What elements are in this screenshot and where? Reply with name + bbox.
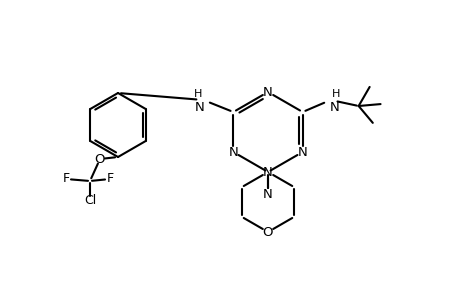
Text: H: H bbox=[331, 89, 339, 99]
Text: Cl: Cl bbox=[84, 194, 96, 208]
Text: F: F bbox=[62, 172, 69, 185]
Text: N: N bbox=[263, 166, 272, 178]
Text: O: O bbox=[262, 226, 273, 238]
Text: H: H bbox=[194, 89, 202, 99]
Text: N: N bbox=[263, 188, 272, 200]
Text: N: N bbox=[329, 101, 339, 114]
Text: N: N bbox=[194, 101, 204, 114]
Text: F: F bbox=[106, 172, 113, 185]
Text: N: N bbox=[263, 85, 272, 98]
Text: O: O bbox=[95, 152, 105, 166]
Text: N: N bbox=[297, 146, 307, 158]
Text: N: N bbox=[228, 146, 238, 158]
